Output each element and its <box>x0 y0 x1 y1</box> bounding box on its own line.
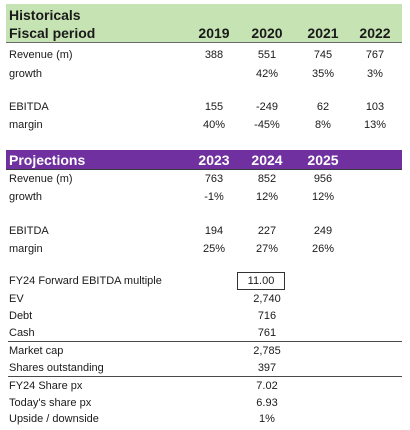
multiple-label: FY24 Forward EBITDA multiple <box>9 275 162 287</box>
year-2025: 2025 <box>307 152 339 168</box>
shares-value: 397 <box>257 362 277 374</box>
year-2023: 2023 <box>198 152 230 168</box>
projections-title: Projections <box>9 152 86 168</box>
hist-ebitda-2022: 103 <box>365 101 385 113</box>
cash-label: Cash <box>9 327 35 339</box>
market-cap-label: Market cap <box>9 345 64 357</box>
historicals-header <box>6 4 402 43</box>
hist-ebitda-2021: 62 <box>316 101 330 113</box>
proj-ebitda-label: EBITDA <box>9 225 49 237</box>
historicals-title: Historicals <box>9 7 81 23</box>
proj-ebitda-2025: 249 <box>313 225 333 237</box>
proj-revenue-2025: 956 <box>313 173 333 185</box>
shares-label: Shares outstanding <box>9 362 104 374</box>
year-2022: 2022 <box>359 25 391 41</box>
hist-growth-2020: 42% <box>255 68 279 80</box>
year-2024: 2024 <box>251 152 283 168</box>
hist-margin-label: margin <box>9 119 43 131</box>
fiscal-period-label: Fiscal period <box>9 25 96 41</box>
hist-revenue-label: Revenue (m) <box>9 49 73 61</box>
hist-growth-2021: 35% <box>311 68 335 80</box>
hist-revenue-2020: 551 <box>257 49 277 61</box>
ev-label: EV <box>9 293 24 305</box>
ev-value: 2,740 <box>253 293 281 305</box>
hist-margin-2021: 8% <box>315 119 331 131</box>
hist-margin-2020: -45% <box>254 119 280 131</box>
upside-label: Upside / downside <box>9 413 99 425</box>
proj-margin-2024: 27% <box>255 243 279 255</box>
proj-growth-2023: -1% <box>204 191 224 203</box>
projections-header <box>6 150 402 170</box>
proj-revenue-label: Revenue (m) <box>9 173 73 185</box>
proj-margin-label: margin <box>9 243 43 255</box>
today-px-label: Today's share px <box>9 397 92 409</box>
year-2020: 2020 <box>251 25 283 41</box>
fy24-px-label: FY24 Share px <box>9 380 83 392</box>
year-2019: 2019 <box>198 25 230 41</box>
debt-value: 716 <box>257 310 277 322</box>
today-px-value: 6.93 <box>256 397 278 409</box>
upside-value: 1% <box>259 413 275 425</box>
proj-revenue-2024: 852 <box>257 173 277 185</box>
multiple-input[interactable]: 11.00 <box>237 272 285 290</box>
proj-ebitda-2023: 194 <box>204 225 224 237</box>
proj-ebitda-2024: 227 <box>257 225 277 237</box>
hist-revenue-2021: 745 <box>313 49 333 61</box>
hist-revenue-2022: 767 <box>365 49 385 61</box>
hist-ebitda-2019: 155 <box>204 101 224 113</box>
proj-growth-label: growth <box>9 191 43 203</box>
proj-margin-2023: 25% <box>202 243 226 255</box>
year-2021: 2021 <box>307 25 339 41</box>
divider-market-cap <box>8 341 402 342</box>
hist-margin-2022: 13% <box>363 119 387 131</box>
hist-margin-2019: 40% <box>202 119 226 131</box>
hist-revenue-2019: 388 <box>204 49 224 61</box>
market-cap-value: 2,785 <box>253 345 281 357</box>
proj-margin-2025: 26% <box>311 243 335 255</box>
hist-ebitda-2020: -249 <box>255 101 279 113</box>
divider-share-px <box>8 376 402 377</box>
hist-growth-label: growth <box>9 68 43 80</box>
proj-growth-2025: 12% <box>311 191 335 203</box>
proj-revenue-2023: 763 <box>204 173 224 185</box>
cash-value: 761 <box>257 327 277 339</box>
hist-growth-2022: 3% <box>367 68 383 80</box>
hist-ebitda-label: EBITDA <box>9 101 49 113</box>
proj-growth-2024: 12% <box>255 191 279 203</box>
debt-label: Debt <box>9 310 33 322</box>
fy24-px-value: 7.02 <box>256 380 278 392</box>
